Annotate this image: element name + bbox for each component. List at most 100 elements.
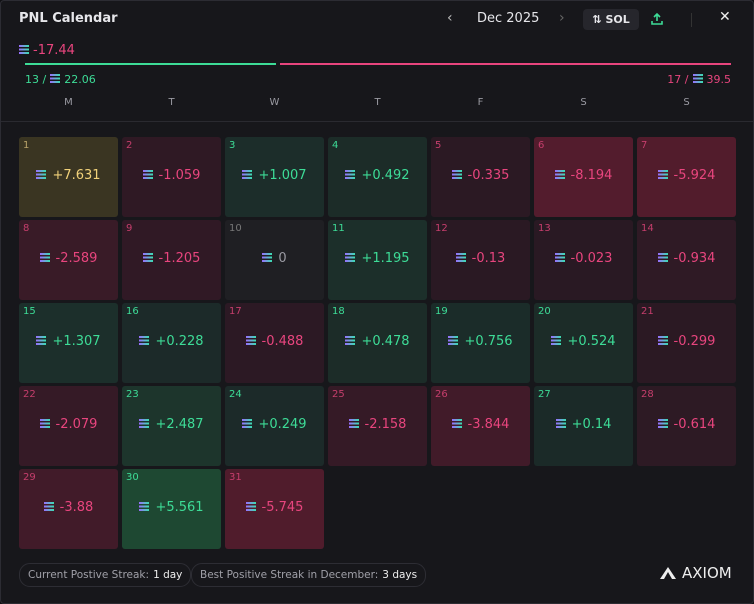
day-number: 10 — [229, 223, 242, 234]
day-number: 27 — [538, 389, 551, 400]
sol-icon — [657, 168, 668, 183]
current-streak: Current Postive Streak: 1 day — [19, 563, 192, 587]
sol-icon — [19, 43, 29, 58]
best-streak: Best Positive Streak in December: 3 days — [191, 563, 427, 587]
sol-icon — [36, 168, 47, 183]
pnl-value: +5.561 — [155, 500, 204, 515]
losses-count: 17 / — [667, 73, 689, 86]
day-pnl: -2.079 — [19, 417, 118, 432]
sol-icon-svg — [451, 170, 462, 179]
day-cell: 1 +7.631 — [19, 137, 118, 217]
sol-icon-svg — [50, 74, 61, 83]
sol-icon — [242, 168, 253, 183]
sol-icon — [555, 417, 566, 432]
best-streak-value: 3 days — [382, 569, 418, 581]
day-cell: 18 +0.478 — [328, 303, 427, 383]
pnl-value: -1.205 — [158, 251, 201, 266]
day-pnl: +0.524 — [534, 334, 633, 349]
day-cell: 27 +0.14 — [534, 386, 633, 466]
day-pnl: -1.205 — [122, 251, 221, 266]
total-pnl: -17.44 — [19, 43, 75, 58]
day-pnl: -0.934 — [637, 251, 736, 266]
pnl-value: +0.756 — [464, 334, 513, 349]
sol-icon-svg — [36, 170, 47, 179]
pnl-value: +0.492 — [361, 168, 410, 183]
day-cell: 5 -0.335 — [431, 137, 530, 217]
day-number: 31 — [229, 472, 242, 483]
day-cell: 6 -8.194 — [534, 137, 633, 217]
day-pnl: -0.13 — [431, 251, 530, 266]
divider — [691, 13, 692, 27]
day-number: 26 — [435, 389, 448, 400]
title: PNL Calendar — [19, 11, 118, 26]
share-button[interactable] — [650, 12, 664, 26]
sol-icon-svg — [348, 419, 359, 428]
pnl-value: -2.158 — [364, 417, 407, 432]
currency-toggle[interactable]: ⇅ SOL — [583, 9, 639, 30]
day-number: 9 — [126, 223, 133, 234]
day-number: 16 — [126, 306, 139, 317]
weekday: T — [168, 97, 175, 108]
total: -17.44 — [33, 43, 75, 58]
day-number: 7 — [641, 140, 648, 151]
day-number: 5 — [435, 140, 442, 151]
sol-icon-svg — [554, 253, 565, 262]
day-pnl: +0.228 — [122, 334, 221, 349]
day-number: 21 — [641, 306, 654, 317]
sol-icon — [554, 251, 565, 266]
day-pnl: -2.158 — [328, 417, 427, 432]
sol-icon — [245, 500, 256, 515]
pnl-value: -0.13 — [471, 251, 506, 266]
losses: 17 / 39.5 — [667, 73, 731, 86]
weekday: S — [580, 97, 587, 108]
sol-icon — [451, 168, 462, 183]
next-month[interactable]: › — [559, 10, 565, 26]
prev-month[interactable]: ‹ — [447, 10, 453, 26]
best-streak-label: Best Positive Streak in December: — [200, 569, 379, 581]
day-cell: 7 -5.924 — [637, 137, 736, 217]
day-pnl: +1.195 — [328, 251, 427, 266]
sol-icon — [554, 168, 565, 183]
currency: SOL — [605, 13, 630, 26]
day-number: 2 — [126, 140, 133, 151]
pnl-value: -0.488 — [261, 334, 304, 349]
day-pnl: 0 — [225, 251, 324, 266]
day-pnl: -0.335 — [431, 168, 530, 183]
day-cell: 9 -1.205 — [122, 220, 221, 300]
pnl-value: +2.487 — [155, 417, 204, 432]
sol-icon — [142, 251, 153, 266]
sol-icon-svg — [455, 253, 466, 262]
pnl-value: -8.194 — [570, 168, 613, 183]
day-pnl: -8.194 — [534, 168, 633, 183]
close-button[interactable]: ✕ — [719, 9, 731, 25]
day-number: 4 — [332, 140, 339, 151]
day-number: 20 — [538, 306, 551, 317]
sol-icon-svg — [692, 74, 703, 83]
sol-icon-svg — [245, 336, 256, 345]
pnl-value: -0.614 — [673, 417, 716, 432]
day-number: 17 — [229, 306, 242, 317]
day-pnl: +0.756 — [431, 334, 530, 349]
pnl-value: -0.335 — [467, 168, 510, 183]
sol-icon — [657, 334, 668, 349]
pnl-value: -5.924 — [673, 168, 716, 183]
day-pnl: +0.478 — [328, 334, 427, 349]
pnl-value: +0.524 — [567, 334, 616, 349]
day-cell: 4 +0.492 — [328, 137, 427, 217]
day-number: 1 — [23, 140, 30, 151]
day-pnl: -2.589 — [19, 251, 118, 266]
day-cell: 22 -2.079 — [19, 386, 118, 466]
sol-icon — [39, 251, 50, 266]
weekday: M — [64, 97, 73, 108]
day-cell: 31 -5.745 — [225, 469, 324, 549]
sol-icon — [43, 500, 54, 515]
day-cell: 16 +0.228 — [122, 303, 221, 383]
sol-icon-svg — [555, 419, 566, 428]
brand: AXIOM — [659, 564, 732, 582]
swap-icon: ⇅ — [592, 13, 602, 26]
sol-icon — [139, 500, 150, 515]
day-number: 8 — [23, 223, 30, 234]
day-cell: 3 +1.007 — [225, 137, 324, 217]
sol-icon-svg — [657, 336, 668, 345]
day-cell: 8 -2.589 — [19, 220, 118, 300]
